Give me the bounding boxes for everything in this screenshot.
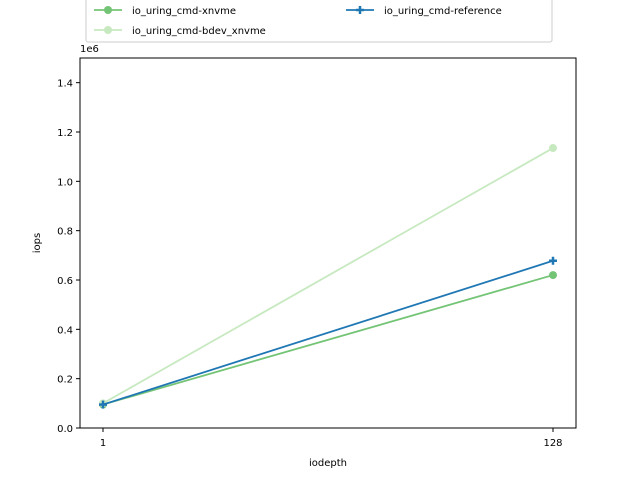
- y-tick-label: 1.0: [57, 177, 73, 188]
- legend-marker: [104, 6, 112, 14]
- y-axis: 0.0 0.2 0.4 0.6 0.8 1.0 1.2 1.4: [57, 79, 80, 435]
- data-point: [549, 271, 557, 280]
- data-point: [549, 144, 557, 153]
- y-axis-label: iops: [32, 233, 43, 253]
- series-layer: [99, 144, 557, 409]
- series-line: [102, 274, 554, 406]
- series-line: [102, 259, 554, 406]
- x-axis-label: iodepth: [309, 458, 347, 469]
- x-tick-label: 1: [100, 438, 106, 449]
- y-tick-label: 0.2: [57, 375, 73, 386]
- legend-label: io_uring_cmd-bdev_xnvme: [132, 26, 266, 37]
- legend-box: [85, 0, 553, 43]
- legend-item: io_uring_cmd-reference: [346, 6, 502, 17]
- legend-items: io_uring_cmd-xnvme io_uring_cmd-bdev_xnvm…: [94, 6, 502, 37]
- y-tick-label: 1.2: [57, 128, 73, 139]
- series-line: [102, 147, 554, 405]
- legend-item: io_uring_cmd-bdev_xnvme: [94, 26, 266, 37]
- legend: io_uring_cmd-xnvme io_uring_cmd-bdev_xnvm…: [85, 0, 553, 43]
- plot-frame: [79, 57, 577, 429]
- y-tick-label: 0.8: [57, 227, 73, 238]
- y-tick-label: 0.0: [57, 424, 73, 435]
- legend-marker: [104, 26, 112, 34]
- y-tick-label: 0.4: [57, 325, 73, 336]
- x-axis: 1 128: [100, 428, 563, 449]
- y-tick-label: 0.6: [57, 276, 73, 287]
- legend-item: io_uring_cmd-xnvme: [94, 6, 236, 17]
- x-tick-label: 128: [543, 438, 562, 449]
- legend-label: io_uring_cmd-xnvme: [132, 6, 236, 17]
- y-offset-label: 1e6: [80, 44, 99, 55]
- data-point: [549, 256, 557, 265]
- data-point: [99, 400, 107, 409]
- legend-label: io_uring_cmd-reference: [384, 6, 502, 17]
- y-tick-label: 1.4: [57, 79, 73, 90]
- legend-marker: [356, 6, 364, 14]
